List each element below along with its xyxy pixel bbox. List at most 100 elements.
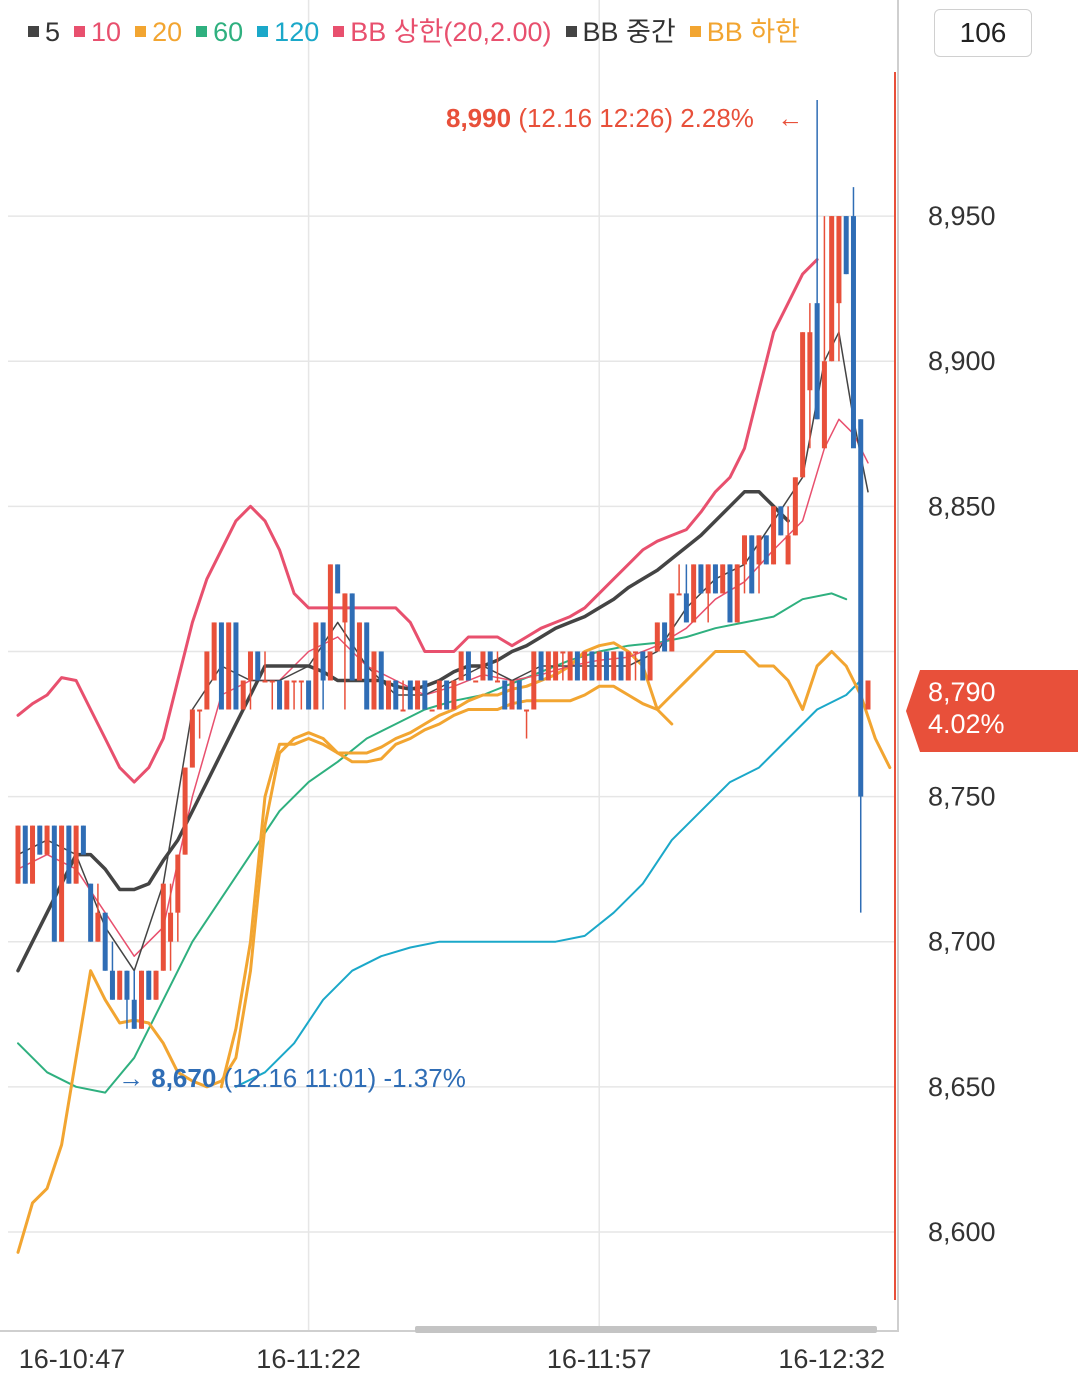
candle-body bbox=[356, 622, 362, 681]
candle-body bbox=[400, 709, 406, 712]
candle-body bbox=[284, 680, 290, 710]
candle-body bbox=[95, 912, 101, 942]
legend-item[interactable]: BB 중간 bbox=[565, 12, 676, 52]
candle-body bbox=[785, 535, 791, 565]
candle-body bbox=[197, 709, 203, 712]
candle-body bbox=[676, 593, 682, 596]
candle-body bbox=[698, 564, 704, 594]
candle-body bbox=[226, 622, 232, 710]
x-tick-label: 16-12:32 bbox=[778, 1344, 885, 1374]
y-tick-label: 8,750 bbox=[928, 782, 996, 812]
candle-body bbox=[712, 564, 718, 594]
candle-body bbox=[720, 564, 726, 594]
legend-item[interactable]: 120 bbox=[257, 12, 319, 52]
y-tick-label: 8,850 bbox=[928, 491, 996, 521]
candle-body bbox=[59, 825, 65, 942]
candle-body bbox=[807, 332, 813, 391]
legend-swatch bbox=[135, 26, 147, 38]
candle-body bbox=[858, 419, 864, 797]
low-annotation: → 8,670 (12.16 11:01) -1.37% bbox=[118, 1063, 466, 1094]
y-tick-label: 8,900 bbox=[928, 346, 996, 376]
candle-body bbox=[80, 825, 86, 855]
candle-body bbox=[829, 216, 835, 362]
candle-body bbox=[654, 622, 660, 652]
legend-swatch bbox=[689, 26, 701, 38]
candle-body bbox=[371, 651, 377, 710]
candle-body bbox=[691, 564, 697, 623]
candle-body bbox=[458, 651, 464, 681]
legend-item[interactable]: 20 bbox=[135, 12, 182, 52]
candle-count-box[interactable]: 106 bbox=[934, 9, 1032, 57]
bb-upper-line bbox=[16, 258, 819, 784]
candle-body bbox=[487, 651, 493, 681]
candle-body bbox=[218, 622, 224, 710]
high-price-detail: (12.16 12:26) 2.28% bbox=[518, 103, 754, 133]
candle-body bbox=[596, 651, 602, 681]
legend-label: BB 하한 bbox=[706, 17, 800, 47]
y-tick-label: 8,700 bbox=[928, 927, 996, 957]
candle-body bbox=[131, 999, 137, 1029]
x-tick-label: 16-11:57 bbox=[547, 1344, 652, 1374]
candle-body bbox=[814, 303, 820, 420]
legend-label: BB 상한(20,2.00) bbox=[350, 17, 552, 47]
x-tick-label: 16-10:47 bbox=[19, 1344, 126, 1374]
candle-body bbox=[669, 593, 675, 652]
ma120-line bbox=[234, 679, 862, 1088]
candle-body bbox=[800, 332, 806, 478]
legend-item[interactable]: 10 bbox=[74, 12, 121, 52]
candle-body bbox=[15, 825, 21, 884]
candle-body bbox=[342, 593, 348, 623]
candle-body bbox=[146, 970, 152, 1000]
candle-body bbox=[262, 680, 268, 683]
candle-body bbox=[73, 825, 79, 884]
current-price-tag: 8,790 4.02% bbox=[906, 670, 1078, 752]
candle-body bbox=[335, 564, 341, 594]
y-tick-label: 8,600 bbox=[928, 1217, 996, 1247]
candle-body bbox=[37, 825, 43, 855]
legend-label: 5 bbox=[45, 17, 61, 47]
candle-body bbox=[139, 970, 145, 1029]
high-arrow-icon: ← bbox=[777, 103, 804, 133]
candle-body bbox=[168, 912, 174, 942]
bb-mid-line bbox=[16, 490, 790, 973]
legend-item[interactable]: 60 bbox=[196, 12, 243, 52]
legend: 5 10 20 60 120 BB 상한(20,2.00) BB 중간 BB 하한 bbox=[28, 12, 888, 52]
legend-label: 10 bbox=[91, 17, 122, 47]
candle-body bbox=[734, 564, 740, 623]
legend-item[interactable]: BB 하한 bbox=[689, 12, 800, 52]
price-tag-shape bbox=[906, 670, 1078, 752]
candle-body bbox=[277, 680, 283, 710]
legend-item[interactable]: BB 상한(20,2.00) bbox=[333, 12, 552, 52]
candle-body bbox=[451, 680, 457, 710]
legend-label: 60 bbox=[213, 17, 244, 47]
candle-body bbox=[850, 216, 856, 449]
y-tick-label: 8,950 bbox=[928, 201, 996, 231]
candle-body bbox=[407, 680, 413, 710]
candle-body bbox=[349, 593, 355, 681]
candle-body bbox=[160, 883, 166, 971]
candle-body bbox=[611, 651, 617, 681]
legend-label: 20 bbox=[152, 17, 183, 47]
candle-body bbox=[88, 883, 94, 942]
candle-body bbox=[415, 680, 421, 710]
candle-body bbox=[117, 970, 123, 1000]
candle-body bbox=[553, 651, 559, 681]
candle-body bbox=[393, 680, 399, 710]
candle-body bbox=[763, 535, 769, 565]
legend-item[interactable]: 5 bbox=[28, 12, 60, 52]
candle-body bbox=[538, 651, 544, 681]
legend-swatch bbox=[333, 26, 345, 38]
legend-swatch bbox=[28, 26, 39, 38]
legend-swatch bbox=[565, 26, 577, 38]
candle-body bbox=[51, 825, 57, 942]
candle-body bbox=[618, 651, 624, 681]
candle-body bbox=[444, 680, 450, 710]
candle-body bbox=[756, 535, 762, 565]
candle-body bbox=[320, 622, 326, 681]
candle-body bbox=[153, 970, 159, 1000]
candle-body bbox=[480, 651, 486, 681]
x-tick-label: 16-11:22 bbox=[256, 1344, 361, 1374]
candle-body bbox=[640, 651, 646, 681]
